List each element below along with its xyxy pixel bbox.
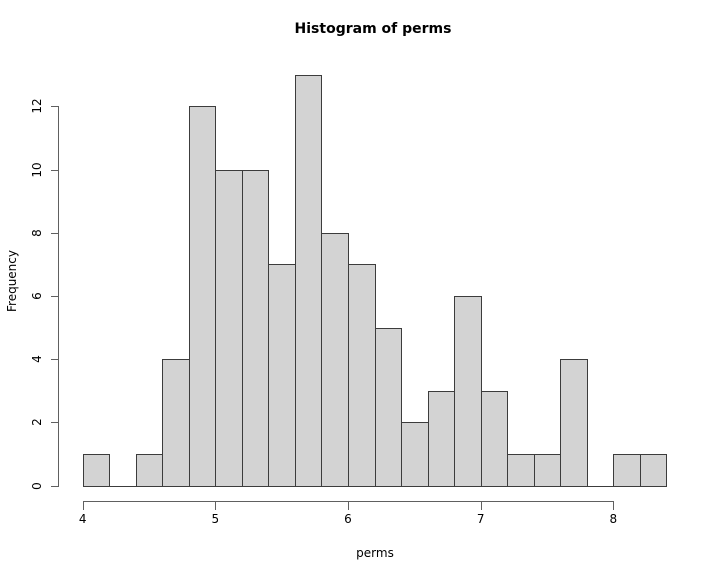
- histogram-bar: [189, 106, 216, 487]
- histogram-bar: [136, 454, 163, 487]
- histogram-bar: [295, 75, 322, 487]
- y-tick: [51, 233, 59, 234]
- y-tick: [51, 486, 59, 487]
- histogram-bar: [507, 454, 535, 487]
- x-tick: [83, 501, 84, 510]
- x-tick: [215, 501, 216, 510]
- x-tick-label: 7: [476, 512, 485, 526]
- y-tick-label: 4: [30, 355, 44, 363]
- y-tick: [51, 359, 59, 360]
- y-tick: [51, 106, 59, 107]
- x-tick: [348, 501, 349, 510]
- x-tick-label: 8: [609, 512, 618, 526]
- histogram-bar: [613, 454, 641, 487]
- histogram-bar: [481, 391, 508, 487]
- x-tick-label: 4: [78, 512, 87, 526]
- x-tick-label: 5: [211, 512, 220, 526]
- histogram-bar: [242, 170, 269, 487]
- histogram-bar: [321, 233, 349, 487]
- histogram-bar: [83, 454, 110, 487]
- y-tick-label: 8: [30, 228, 44, 237]
- x-tick-label: 6: [344, 512, 352, 526]
- histogram-bar: [401, 422, 429, 487]
- x-axis-title: perms: [356, 546, 394, 560]
- histogram-bar: [534, 454, 561, 487]
- histogram-bar: [348, 264, 376, 487]
- histogram-bar: [428, 391, 455, 487]
- histogram-bar: [454, 296, 482, 487]
- y-tick-label: 2: [30, 418, 44, 427]
- y-tick-label: 10: [30, 161, 44, 178]
- histogram-bar: [162, 359, 190, 487]
- y-tick-label: 0: [30, 481, 44, 490]
- histogram-bar: [215, 170, 243, 487]
- x-tick: [481, 501, 482, 510]
- y-tick: [51, 296, 59, 297]
- y-tick-label: 6: [30, 292, 44, 300]
- y-axis-title: Frequency: [5, 250, 19, 312]
- y-tick: [51, 170, 59, 171]
- x-tick: [613, 501, 614, 510]
- histogram-bar: [640, 454, 667, 487]
- histogram-bar: [268, 264, 296, 487]
- histogram-bar: [375, 328, 402, 487]
- chart-title: Histogram of perms: [294, 21, 452, 37]
- histogram-bar: [560, 359, 588, 487]
- y-tick: [51, 422, 59, 423]
- y-tick-label: 12: [30, 98, 44, 114]
